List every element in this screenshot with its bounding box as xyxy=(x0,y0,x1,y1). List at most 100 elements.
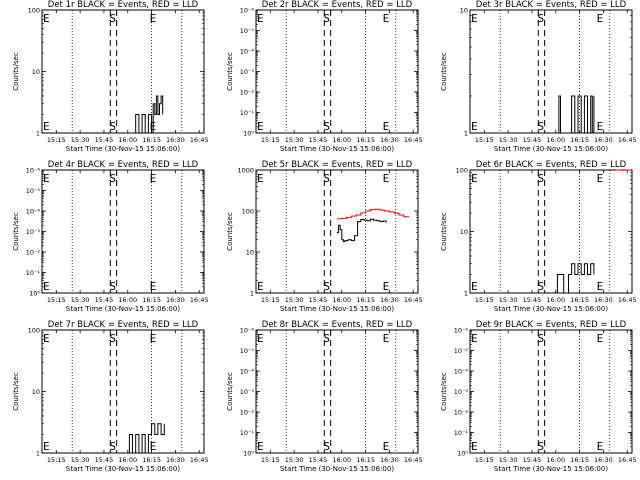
x-axis-label: Start Time (30-Nov-15 15:06:00) xyxy=(280,465,394,473)
event-marker-top: E xyxy=(150,172,157,185)
y-tick-label: 100 xyxy=(28,327,40,335)
chart-title: Det 5r BLACK = Events, RED = LLD xyxy=(262,160,413,170)
event-marker-top: E xyxy=(150,12,157,25)
x-tick-label: 15:45 xyxy=(523,456,542,464)
chart-panel-5: Det 5r BLACK = Events, RED = LLD 15:15 15:… xyxy=(226,160,423,313)
events-series-line xyxy=(555,263,595,294)
events-series-line xyxy=(132,95,164,134)
event-marker-top: S xyxy=(537,12,544,25)
y-tick-label: 10⁻³ xyxy=(26,228,41,236)
y-axis-label: Counts/sec xyxy=(12,372,20,411)
event-marker-bottom: S xyxy=(323,280,330,293)
event-marker-top: S xyxy=(537,332,544,345)
y-tick-label: 10 xyxy=(32,388,40,396)
x-tick-label: 15:30 xyxy=(499,456,518,464)
x-tick-label: 16:00 xyxy=(332,296,351,304)
y-tick-label: 10⁻⁴ xyxy=(240,368,255,376)
lld-series-line xyxy=(616,169,631,171)
y-tick-label: 10⁻² xyxy=(240,409,255,417)
event-marker-bottom: E xyxy=(471,280,478,293)
event-marker-top: S xyxy=(109,332,116,345)
x-tick-label: 16:15 xyxy=(570,456,589,464)
event-marker-top: E xyxy=(597,332,604,345)
y-tick-label: 10⁰ xyxy=(243,130,254,138)
y-tick-label: 10⁻¹ xyxy=(240,429,255,437)
event-marker-bottom: E xyxy=(383,280,390,293)
event-marker-top: S xyxy=(323,172,330,185)
x-tick-label: 15:15 xyxy=(475,136,494,144)
y-axis-label: Counts/sec xyxy=(12,52,20,91)
y-tick-label: 10 xyxy=(246,249,254,257)
events-series-line xyxy=(337,218,387,242)
y-tick-label: 10⁻⁶ xyxy=(454,327,469,335)
event-marker-bottom: E xyxy=(43,440,50,453)
event-marker-bottom: S xyxy=(109,120,116,133)
x-tick-label: 16:15 xyxy=(142,456,161,464)
event-marker-bottom: E xyxy=(597,440,604,453)
event-marker-top: S xyxy=(537,172,544,185)
x-tick-label: 16:30 xyxy=(594,456,613,464)
y-tick-label: 10⁻² xyxy=(240,89,255,97)
x-axis-label: Start Time (30-Nov-15 15:06:00) xyxy=(66,305,180,313)
event-marker-top: E xyxy=(471,12,478,25)
x-tick-label: 15:30 xyxy=(285,456,304,464)
x-tick-label: 16:15 xyxy=(356,296,375,304)
event-marker-top: E xyxy=(597,12,604,25)
x-tick-label: 16:15 xyxy=(142,296,161,304)
event-marker-bottom: E xyxy=(43,120,50,133)
x-tick-label: 16:30 xyxy=(594,296,613,304)
y-tick-label: 1 xyxy=(36,450,40,458)
x-tick-label: 16:45 xyxy=(190,136,209,144)
x-tick-label: 16:45 xyxy=(618,136,637,144)
event-marker-top: E xyxy=(471,172,478,185)
x-tick-label: 16:45 xyxy=(190,296,209,304)
y-tick-label: 100 xyxy=(28,7,40,15)
y-tick-label: 10⁻⁵ xyxy=(454,347,469,355)
x-tick-label: 15:30 xyxy=(71,456,90,464)
event-marker-top: E xyxy=(43,332,50,345)
y-tick-label: 10⁰ xyxy=(29,290,40,298)
x-tick-label: 16:15 xyxy=(356,456,375,464)
plot-frame xyxy=(41,329,205,454)
x-tick-label: 16:30 xyxy=(594,136,613,144)
y-tick-label: 1000 xyxy=(237,167,254,175)
y-tick-label: 10 xyxy=(32,68,40,76)
y-tick-label: 10⁻³ xyxy=(240,388,255,396)
event-marker-top: S xyxy=(109,12,116,25)
x-axis-label: Start Time (30-Nov-15 15:06:00) xyxy=(494,305,608,313)
x-tick-label: 16:30 xyxy=(380,296,399,304)
y-tick-label: 10⁻⁴ xyxy=(454,368,469,376)
x-tick-label: 15:45 xyxy=(309,136,328,144)
x-tick-label: 15:30 xyxy=(285,296,304,304)
event-marker-bottom: E xyxy=(257,280,264,293)
chart-title: Det 1r BLACK = Events, RED = LLD xyxy=(48,0,199,10)
x-tick-label: 15:15 xyxy=(475,456,494,464)
event-marker-top: E xyxy=(597,172,604,185)
x-tick-label: 16:30 xyxy=(166,136,185,144)
x-tick-label: 16:45 xyxy=(404,296,423,304)
y-tick-label: 1 xyxy=(250,290,254,298)
x-tick-label: 15:15 xyxy=(475,296,494,304)
event-marker-top: S xyxy=(323,12,330,25)
event-marker-top: E xyxy=(383,332,390,345)
y-tick-label: 1 xyxy=(464,290,468,298)
event-marker-bottom: E xyxy=(150,280,157,293)
x-axis-label: Start Time (30-Nov-15 15:06:00) xyxy=(494,465,608,473)
plot-frame xyxy=(255,9,419,134)
y-tick-label: 100 xyxy=(242,208,254,216)
x-tick-label: 16:00 xyxy=(546,456,565,464)
x-tick-label: 16:15 xyxy=(570,296,589,304)
x-tick-label: 16:30 xyxy=(166,456,185,464)
x-axis-label: Start Time (30-Nov-15 15:06:00) xyxy=(494,145,608,153)
chart-title: Det 3r BLACK = Events, RED = LLD xyxy=(476,0,627,10)
x-tick-label: 16:45 xyxy=(404,136,423,144)
x-tick-label: 15:45 xyxy=(523,136,542,144)
chart-title: Det 9r BLACK = Events, RED = LLD xyxy=(476,320,627,330)
x-tick-label: 16:00 xyxy=(118,456,137,464)
y-tick-label: 10⁻⁶ xyxy=(240,327,255,335)
event-marker-top: E xyxy=(43,12,50,25)
x-tick-label: 16:45 xyxy=(618,456,637,464)
x-tick-label: 15:30 xyxy=(499,136,518,144)
x-tick-label: 15:45 xyxy=(95,456,114,464)
x-tick-label: 15:30 xyxy=(499,296,518,304)
